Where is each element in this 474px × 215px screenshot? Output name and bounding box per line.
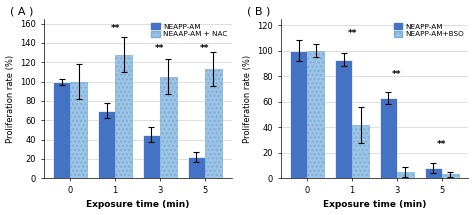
Bar [115, 55, 132, 178]
Text: ( B ): ( B ) [247, 6, 270, 16]
Bar [397, 172, 414, 178]
Bar [205, 69, 222, 178]
Y-axis label: Proliferation rate (%): Proliferation rate (%) [243, 54, 252, 143]
X-axis label: Exposure time (min): Exposure time (min) [86, 200, 189, 209]
Text: **: ** [437, 140, 447, 149]
Text: ( A ): ( A ) [10, 6, 33, 16]
Bar [291, 51, 308, 178]
Y-axis label: Proliferation rate (%): Proliferation rate (%) [6, 54, 15, 143]
X-axis label: Exposure time (min): Exposure time (min) [323, 200, 426, 209]
Text: **: ** [392, 70, 401, 79]
Bar [425, 168, 442, 178]
Legend: NEAPP-AM, NEAPP-AM+BSO: NEAPP-AM, NEAPP-AM+BSO [393, 22, 465, 38]
Bar [352, 125, 369, 178]
Bar [188, 157, 205, 178]
Bar [160, 77, 177, 178]
Text: **: ** [347, 29, 357, 38]
Bar [335, 60, 352, 178]
Text: **: ** [110, 24, 120, 33]
Bar [71, 82, 88, 178]
Bar [308, 51, 324, 178]
Bar [380, 98, 397, 178]
Bar [442, 174, 459, 178]
Text: **: ** [155, 44, 164, 53]
Bar [143, 135, 160, 178]
Bar [98, 111, 115, 178]
Text: **: ** [200, 44, 210, 53]
Legend: NEAPP-AM, NEAAP-AM + NAC: NEAPP-AM, NEAAP-AM + NAC [151, 22, 228, 38]
Bar [54, 82, 71, 178]
